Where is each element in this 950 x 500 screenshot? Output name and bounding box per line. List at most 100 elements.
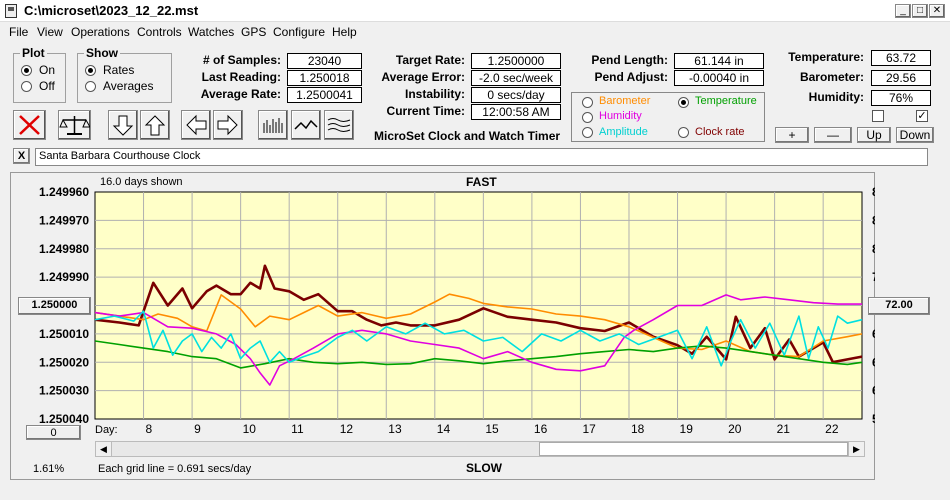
humidity-radio[interactable]	[582, 112, 593, 123]
samples-field: 23040	[287, 53, 362, 69]
barometer-field: 29.56	[871, 70, 931, 86]
scroll-left-button[interactable]	[181, 110, 211, 140]
bar-graph-icon	[263, 118, 283, 133]
clock-rate-option-label: Clock rate	[695, 126, 745, 138]
y-right-tick-label: 84.00	[872, 213, 875, 227]
menu-help[interactable]: Help	[332, 25, 357, 39]
x-tick-label: 20	[728, 422, 742, 436]
menu-configure[interactable]: Configure	[273, 25, 326, 39]
clock-name-input[interactable]: Santa Barbara Courthouse Clock	[35, 148, 928, 166]
y-left-tick-label: 1.250030	[39, 384, 89, 398]
scale-up-button[interactable]: Up	[857, 127, 891, 143]
y-right-tick-label: 64.00	[872, 355, 875, 369]
line-view-button[interactable]	[291, 110, 321, 140]
grid-note-label: Each grid line = 0.691 secs/day	[98, 463, 252, 475]
y-right-tick-label: 56.00	[872, 412, 875, 426]
y-right-tick-label: 88.00	[872, 185, 875, 199]
scroll-right-button[interactable]	[213, 110, 243, 140]
target-rate-label: Target Rate:	[395, 53, 465, 67]
average-rate-label: Average Rate:	[200, 87, 281, 101]
option-checkbox-1[interactable]	[872, 110, 884, 122]
barometer-option-label: Barometer	[599, 95, 651, 107]
menu-file[interactable]: File	[9, 25, 29, 39]
amplitude-option-label: Amplitude	[599, 126, 648, 138]
menu-view[interactable]: View	[37, 25, 63, 39]
scale-down-button[interactable]: Down	[896, 127, 934, 143]
app-name-label: MicroSet Clock and Watch Timer	[374, 129, 561, 143]
instability-field: 0 secs/day	[471, 87, 561, 103]
maximize-button[interactable]: □	[912, 4, 928, 18]
pend-adjust-label: Pend Adjust:	[594, 70, 668, 84]
humidity-option-label: Humidity	[599, 110, 642, 122]
pend-length-field: 61.144 in	[674, 53, 764, 69]
show-averages-label: Averages	[103, 79, 154, 93]
x-tick-label: 17	[582, 422, 596, 436]
menu-operations[interactable]: Operations	[71, 25, 130, 39]
y-left-tick-label: 1.250010	[39, 327, 89, 341]
scrollbar-thumb[interactable]	[539, 442, 848, 456]
average-error-label: Average Error:	[381, 70, 465, 84]
samples-label: # of Samples:	[202, 53, 281, 67]
plot-on-radio[interactable]	[21, 65, 32, 76]
plot-on-label: On	[39, 63, 56, 77]
show-averages-radio[interactable]	[85, 81, 96, 92]
x-tick-label: 10	[243, 422, 257, 436]
menu-watches[interactable]: Watches	[188, 25, 235, 39]
sensor-options-box	[571, 92, 765, 142]
scroll-left-arrow-icon[interactable]: ◀	[96, 442, 112, 456]
arrow-up-icon	[144, 115, 166, 136]
title-bar: C:\microset\2023_12_22.mst _ □ ✕	[0, 0, 950, 22]
show-group-title: Show	[84, 46, 120, 60]
plot-off-radio[interactable]	[21, 81, 32, 92]
center-temp-button[interactable]: 72.00	[868, 297, 930, 315]
balance-button[interactable]	[58, 110, 91, 140]
reset-button[interactable]	[13, 110, 46, 140]
barometer-radio[interactable]	[582, 97, 593, 108]
zero-button[interactable]: 0	[26, 425, 81, 440]
center-rate-button[interactable]: 1.250000	[18, 297, 91, 315]
show-rates-label: Rates	[103, 63, 135, 77]
average-rate-field: 1.2500041	[287, 87, 362, 103]
x-tick-label: 12	[340, 422, 354, 436]
shift-up-button[interactable]	[140, 110, 170, 140]
y-left-tick-label: 1.250040	[39, 412, 89, 426]
show-rates-radio[interactable]	[85, 65, 96, 76]
clock-rate-radio[interactable]	[678, 127, 689, 138]
x-tick-label: 11	[291, 422, 304, 436]
window-title: C:\microset\2023_12_22.mst	[24, 3, 199, 18]
amplitude-radio[interactable]	[582, 127, 593, 138]
time-scrollbar[interactable]: ◀ ▶	[95, 441, 865, 457]
x-tick-label: 22	[825, 422, 839, 436]
shift-down-button[interactable]	[108, 110, 138, 140]
bar-view-button[interactable]	[258, 110, 288, 140]
temperature-series-line	[94, 340, 863, 369]
last-reading-label: Last Reading:	[201, 70, 281, 84]
temperature-option-label: Temperature	[695, 95, 757, 107]
y-right-tick-label: 68.00	[872, 327, 875, 341]
y-left-tick-label: 1.249960	[39, 185, 89, 199]
clear-name-button[interactable]: X	[13, 148, 30, 164]
y-right-tick-label: 76.00	[872, 270, 875, 284]
scale-minus-button[interactable]: —	[814, 127, 852, 143]
slow-label: SLOW	[466, 461, 502, 475]
scale-plus-button[interactable]: +	[775, 127, 809, 143]
y-right-tick-label: 60.00	[872, 384, 875, 398]
close-window-button[interactable]: ✕	[929, 4, 945, 18]
menu-gps[interactable]: GPS	[241, 25, 267, 39]
y-right-tick-label: 80.00	[872, 242, 875, 256]
red-x-icon	[19, 115, 40, 135]
y-left-tick-label: 1.250020	[39, 355, 89, 369]
instability-label: Instability:	[404, 87, 465, 101]
barometer-series-line	[94, 293, 863, 358]
y-left-tick-label: 1.249990	[39, 270, 89, 284]
menu-controls[interactable]: Controls	[137, 25, 182, 39]
option-checkbox-2[interactable]: ✓	[916, 110, 928, 122]
target-rate-field[interactable]: 1.2500000	[471, 53, 561, 69]
arrow-right-icon	[217, 114, 238, 136]
minimize-button[interactable]: _	[895, 4, 911, 18]
temperature-radio[interactable]	[678, 97, 689, 108]
wave-icon	[294, 119, 318, 130]
current-time-field: 12:00:58 AM	[471, 104, 561, 120]
smooth-view-button[interactable]	[324, 110, 354, 140]
scroll-right-arrow-icon[interactable]: ▶	[848, 442, 864, 456]
